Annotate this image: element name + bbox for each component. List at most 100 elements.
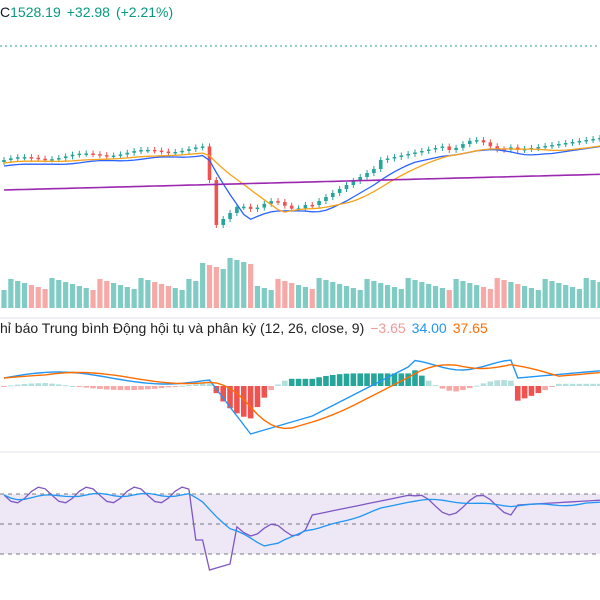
macd-histogram-bar: [103, 386, 110, 390]
volume-bar: [391, 287, 398, 308]
volume-bar: [474, 285, 480, 308]
candle-body: [351, 181, 356, 185]
price-header: C1528.19 +32.98 (+2.21%): [0, 4, 173, 20]
macd-histogram-bar: [62, 385, 69, 387]
volume-bar: [590, 280, 596, 308]
candle-body: [194, 147, 198, 150]
macd-histogram-bar: [425, 380, 432, 386]
candle-body: [15, 157, 20, 159]
candle-body: [447, 146, 452, 150]
candle-body: [241, 206, 246, 209]
macd-histogram-bar: [254, 386, 261, 408]
signal-line: [3, 363, 600, 430]
candle-body: [550, 145, 554, 147]
macd-histogram-bar: [391, 373, 398, 386]
ma-mid-line: [3, 145, 600, 213]
macd-histogram-bar: [247, 386, 254, 419]
volume-bar: [28, 285, 34, 308]
volume-bar: [419, 282, 425, 308]
volume-bar: [213, 267, 219, 308]
volume-bar: [398, 289, 404, 308]
last-price: 1528.19: [10, 4, 61, 20]
macd-histogram-bar: [597, 383, 600, 386]
ma-fast-line: [3, 145, 600, 221]
macd-histogram-bar: [240, 386, 247, 417]
volume-bar: [535, 290, 541, 308]
volume-bars: [1, 258, 600, 308]
candle-body: [331, 193, 335, 197]
macd-histogram-bar: [542, 386, 548, 391]
macd-histogram-bar: [97, 386, 103, 389]
volume-bar: [563, 285, 569, 308]
volume-bar: [138, 278, 144, 308]
candle-body: [283, 202, 287, 206]
volume-bar: [378, 283, 384, 308]
candle-body: [543, 146, 547, 148]
volume-bar: [480, 287, 487, 308]
macd-histogram-bar: [384, 373, 391, 386]
volume-bar: [261, 288, 267, 308]
volume-bar: [576, 289, 582, 308]
macd-histogram-bar: [473, 385, 480, 387]
candle-body: [385, 158, 390, 160]
volume-bar: [42, 289, 48, 308]
volume-bar: [49, 278, 55, 308]
candle-body: [180, 150, 184, 153]
volume-bar: [337, 284, 343, 308]
volume-bar: [432, 286, 439, 308]
volume-bar: [556, 283, 562, 308]
candle-body: [91, 153, 95, 155]
candle-body: [173, 151, 178, 154]
macd-histogram-bar: [138, 386, 144, 390]
macd-histogram-bar: [419, 375, 425, 386]
volume-bar: [172, 288, 178, 308]
macd-histogram-bar: [576, 383, 583, 386]
candle-body: [426, 149, 431, 151]
volume-bar: [220, 269, 226, 308]
volume-bar: [330, 282, 336, 308]
macd-histogram-bar: [528, 386, 535, 396]
volume-bar: [76, 286, 82, 308]
macd-histogram-bar: [446, 386, 453, 391]
candle-body: [598, 138, 600, 140]
volume-bar: [439, 288, 445, 308]
volume-bar: [323, 280, 329, 308]
candle-body: [152, 149, 157, 152]
macd-histogram-bar: [172, 386, 179, 387]
candle-body: [132, 151, 136, 153]
candle-body: [591, 139, 595, 141]
macd-histogram-bar: [158, 386, 165, 389]
volume-bar: [158, 284, 165, 308]
candle-body: [139, 150, 143, 152]
volume-bar: [234, 260, 240, 308]
volume-bar: [549, 281, 555, 308]
macd-histogram-bar: [220, 386, 226, 402]
macd-histogram-bar: [193, 384, 199, 386]
macd-histogram-bar: [49, 383, 55, 386]
macd-histogram-bar: [480, 383, 487, 386]
macd-histogram-bar: [494, 380, 500, 386]
candle-body: [406, 154, 410, 156]
macd-histogram-bar: [199, 383, 206, 386]
candle-body: [98, 154, 102, 156]
macd-histogram-bar: [227, 386, 233, 409]
volume-bar: [528, 288, 535, 308]
macd-histogram-bar: [165, 386, 172, 388]
candle-body: [43, 158, 47, 161]
macd-histogram-bar: [117, 386, 124, 391]
macd-histogram-bar: [206, 383, 213, 386]
candle-body: [111, 155, 116, 158]
candle-body: [146, 149, 150, 152]
candle-body: [344, 185, 349, 189]
macd-histogram-bar: [131, 386, 137, 391]
candle-body: [248, 206, 253, 209]
volume-bar: [35, 287, 41, 308]
candle-body: [262, 203, 267, 208]
candle-body: [378, 160, 383, 169]
macd-histogram-bar: [90, 386, 96, 389]
candle-body: [187, 149, 191, 151]
volume-bar: [104, 281, 110, 308]
macd-histogram-bar: [234, 386, 240, 414]
candle-body: [77, 153, 82, 156]
